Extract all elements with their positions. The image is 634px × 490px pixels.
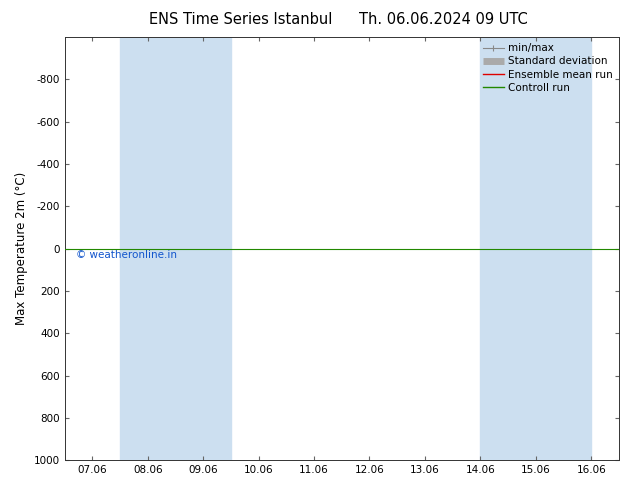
Bar (176, 37, 231, 460)
Y-axis label: Max Temperature 2m (°C): Max Temperature 2m (°C) (15, 172, 28, 325)
Bar (120, 37, 176, 460)
Legend: min/max, Standard deviation, Ensemble mean run, Controll run: min/max, Standard deviation, Ensemble me… (479, 39, 617, 97)
Text: Th. 06.06.2024 09 UTC: Th. 06.06.2024 09 UTC (359, 12, 528, 27)
Text: ENS Time Series Istanbul: ENS Time Series Istanbul (149, 12, 333, 27)
Bar (536, 37, 592, 460)
Text: © weatheronline.in: © weatheronline.in (75, 250, 177, 260)
Bar (481, 37, 536, 460)
